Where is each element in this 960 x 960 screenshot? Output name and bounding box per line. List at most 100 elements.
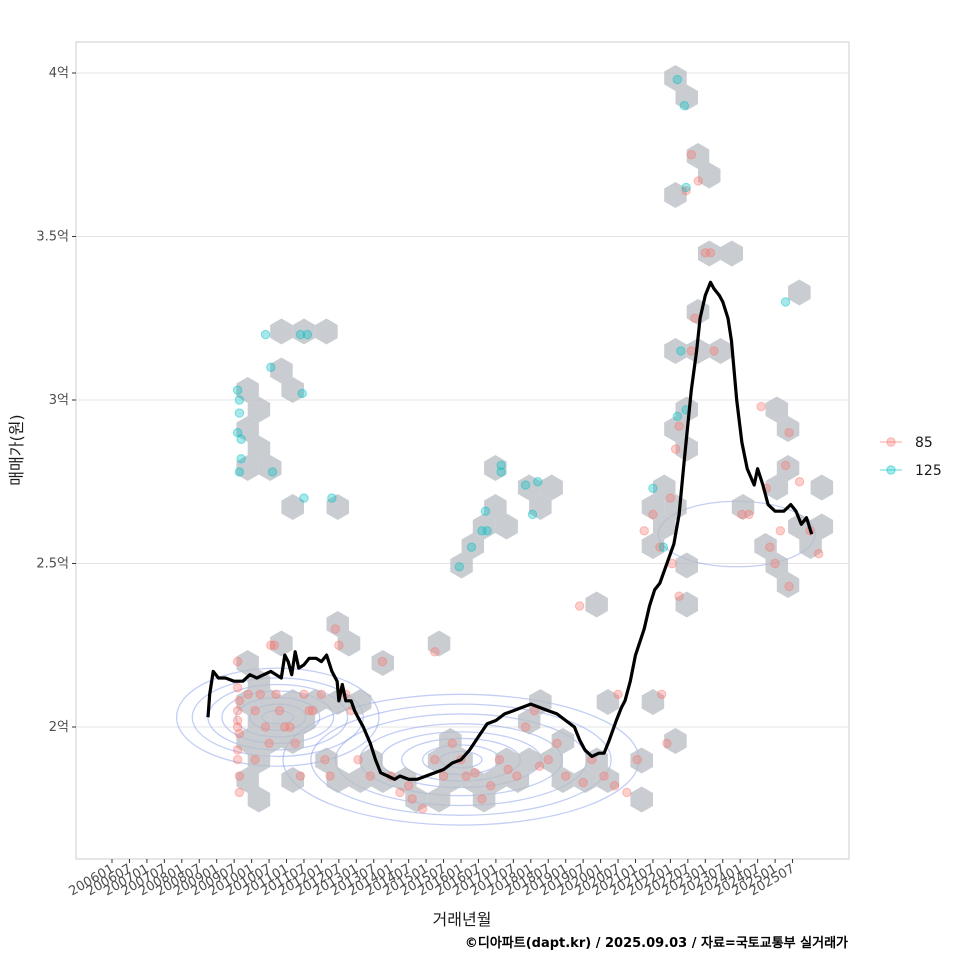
point-85 — [690, 313, 700, 323]
point-125 — [260, 329, 271, 340]
y-tick-label: 4억 — [49, 66, 69, 81]
hexbin-cell — [247, 708, 271, 735]
point-85 — [266, 640, 276, 650]
point-125 — [232, 428, 243, 438]
point-85 — [250, 755, 260, 765]
point-85 — [280, 722, 290, 732]
point-85 — [234, 728, 245, 739]
point-85 — [353, 755, 363, 765]
hexbin-cell — [439, 728, 462, 754]
point-125 — [466, 542, 477, 552]
hexbin-cell — [247, 435, 271, 462]
hexbin-cell — [506, 767, 530, 793]
point-85 — [670, 444, 681, 454]
point-85 — [662, 738, 672, 749]
hexbin-cell — [349, 767, 372, 793]
point-85 — [686, 346, 697, 356]
point-85 — [295, 771, 306, 781]
point-85 — [243, 689, 253, 699]
point-125 — [482, 526, 492, 536]
point-85 — [232, 722, 243, 732]
point-125 — [234, 467, 245, 477]
point-85 — [656, 689, 667, 699]
point-85 — [503, 764, 513, 775]
hexbin-cell — [675, 84, 698, 111]
hexbin-cell — [439, 767, 462, 793]
point-125 — [480, 506, 491, 516]
point-85 — [784, 428, 794, 438]
hexbin-cell — [281, 767, 304, 793]
y-axis-title: 매매가(원) — [7, 414, 26, 485]
point-85 — [709, 346, 719, 356]
point-85 — [648, 509, 658, 520]
plot-panel — [75, 41, 850, 860]
hexbin-cell — [731, 494, 755, 520]
point-85 — [274, 705, 285, 716]
hexbin-cell — [765, 552, 789, 579]
hexbin-cell — [315, 747, 338, 774]
density-contour — [191, 677, 364, 758]
hexbin-cell — [776, 416, 800, 442]
point-85 — [780, 460, 791, 471]
point-125 — [454, 562, 464, 572]
point-125 — [295, 329, 306, 340]
hexbin-cell — [720, 240, 743, 267]
point-85 — [232, 656, 243, 667]
point-85 — [299, 689, 309, 699]
hexbin-cell — [495, 513, 518, 540]
point-85 — [330, 624, 341, 634]
hexbin-cell — [236, 416, 259, 442]
hexbin-cell — [472, 786, 496, 813]
point-85 — [700, 248, 710, 258]
point-125 — [299, 493, 309, 503]
point-85 — [377, 656, 388, 667]
hexbin-cell — [394, 767, 417, 793]
y-tick-label: 3.5억 — [36, 230, 69, 245]
point-85 — [417, 804, 428, 814]
point-85 — [552, 738, 562, 749]
y-tick-label: 3억 — [49, 393, 69, 408]
point-85 — [512, 771, 522, 781]
point-125 — [496, 460, 506, 471]
point-85 — [770, 558, 780, 569]
point-85 — [737, 509, 747, 520]
hexbin-cell — [270, 708, 293, 735]
hexbin-cell — [709, 338, 732, 364]
point-125 — [297, 388, 307, 399]
hexbin-cell — [664, 338, 687, 364]
hexbin-cell — [427, 786, 451, 813]
point-125 — [267, 467, 278, 477]
y-tick-label: 2억 — [49, 720, 69, 735]
point-85 — [477, 794, 487, 804]
hexbin-cell — [675, 552, 698, 579]
x-axis: 2006012006072007012007072008012008072009… — [67, 859, 798, 899]
hexbin-cell — [304, 689, 327, 715]
point-85 — [260, 722, 271, 732]
point-85 — [655, 542, 665, 552]
hexbin-cell — [641, 494, 665, 520]
y-axis: 2억 2.5억 3억 3.5억 4억 — [36, 66, 76, 735]
point-85 — [232, 745, 243, 755]
point-125 — [658, 542, 669, 552]
hexbin-cell — [698, 240, 721, 267]
hexbin-layer — [236, 65, 834, 813]
hexbin-cell — [788, 279, 811, 306]
point-85 — [234, 771, 245, 781]
hexbin-cell — [810, 513, 834, 540]
point-85 — [365, 771, 375, 781]
point-85 — [438, 771, 449, 781]
point-85 — [307, 705, 318, 716]
point-85 — [609, 781, 620, 791]
density-contour — [175, 667, 380, 767]
point-125 — [236, 454, 246, 464]
hexbin-cell — [641, 533, 665, 559]
point-85 — [304, 705, 314, 716]
point-125 — [520, 480, 531, 490]
point-85 — [674, 591, 684, 601]
point-85 — [285, 722, 295, 732]
point-85 — [561, 771, 571, 781]
point-85 — [407, 794, 417, 804]
point-85 — [395, 787, 405, 798]
trend-line — [206, 280, 814, 781]
point-85 — [534, 761, 545, 771]
